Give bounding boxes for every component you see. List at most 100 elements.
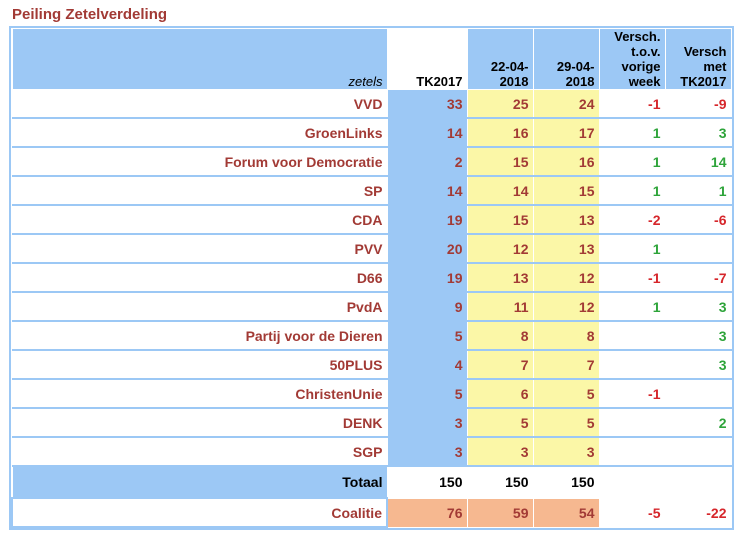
seats-date-2: 15 xyxy=(532,175,600,206)
seats-tk2017: 3 xyxy=(386,436,468,467)
seats-date-1: 11 xyxy=(466,291,534,322)
diff-tk xyxy=(664,436,732,467)
seats-date-1: 16 xyxy=(466,117,534,148)
party-row: Partij voor de Dieren 5 8 8 3 xyxy=(11,320,732,351)
seats-tk2017: 19 xyxy=(386,262,468,293)
diff-tk xyxy=(664,378,732,409)
header-tk2017: TK2017 xyxy=(386,28,468,90)
party-name: SP xyxy=(11,175,388,206)
diff-tk: 3 xyxy=(664,320,732,351)
seats-date-1: 12 xyxy=(466,233,534,264)
party-name: DENK xyxy=(11,407,388,438)
party-name: Forum voor Democratie xyxy=(11,146,388,177)
total-a: 150 xyxy=(466,465,534,499)
seats-date-2: 12 xyxy=(532,262,600,293)
party-row: PVV 20 12 13 1 xyxy=(11,233,732,264)
diff-week: 1 xyxy=(598,117,666,148)
diff-tk: -9 xyxy=(664,89,732,119)
seats-tk2017: 3 xyxy=(386,407,468,438)
coalition-row: Coalitie 76 59 54 -5 -22 xyxy=(11,497,732,528)
party-name: Partij voor de Dieren xyxy=(11,320,388,351)
party-row: DENK 3 5 5 2 xyxy=(11,407,732,438)
total-label: Totaal xyxy=(11,465,388,499)
seats-tk2017: 19 xyxy=(386,204,468,235)
seats-date-1: 15 xyxy=(466,146,534,177)
total-row: Totaal 150 150 150 xyxy=(11,465,732,499)
diff-week: 1 xyxy=(598,146,666,177)
total-dw xyxy=(598,465,666,499)
coalition-label: Coalitie xyxy=(11,497,388,528)
seats-date-1: 8 xyxy=(466,320,534,351)
coalition-a: 59 xyxy=(466,497,534,528)
diff-week: -2 xyxy=(598,204,666,235)
seats-date-1: 15 xyxy=(466,204,534,235)
party-name: CDA xyxy=(11,204,388,235)
header-diff-tk: Versch met TK2017 xyxy=(664,28,732,90)
header-diff-week: Versch. t.o.v. vorige week xyxy=(598,28,666,90)
diff-week: -1 xyxy=(598,378,666,409)
diff-tk: -7 xyxy=(664,262,732,293)
seats-tk2017: 33 xyxy=(386,89,468,119)
seats-date-1: 7 xyxy=(466,349,534,380)
seats-tk2017: 14 xyxy=(386,117,468,148)
seats-date-1: 6 xyxy=(466,378,534,409)
seats-date-2: 13 xyxy=(532,204,600,235)
diff-tk: 1 xyxy=(664,175,732,206)
seats-date-2: 16 xyxy=(532,146,600,177)
total-dt xyxy=(664,465,732,499)
party-name: PVV xyxy=(11,233,388,264)
party-row: D66 19 13 12 -1 -7 xyxy=(11,262,732,293)
party-row: CDA 19 15 13 -2 -6 xyxy=(11,204,732,235)
coalition-dt: -22 xyxy=(664,497,732,528)
header-row: zetels TK2017 22-04-2018 29-04-2018 Vers… xyxy=(11,28,732,90)
diff-tk: 2 xyxy=(664,407,732,438)
party-name: VVD xyxy=(11,89,388,119)
party-row: GroenLinks 14 16 17 1 3 xyxy=(11,117,732,148)
seats-date-2: 12 xyxy=(532,291,600,322)
seats-date-1: 5 xyxy=(466,407,534,438)
seats-tk2017: 4 xyxy=(386,349,468,380)
party-name: PvdA xyxy=(11,291,388,322)
diff-tk: 3 xyxy=(664,291,732,322)
party-row: 50PLUS 4 7 7 3 xyxy=(11,349,732,380)
party-row: VVD 33 25 24 -1 -9 xyxy=(11,89,732,119)
party-name: D66 xyxy=(11,262,388,293)
party-row: Forum voor Democratie 2 15 16 1 14 xyxy=(11,146,732,177)
seats-tk2017: 14 xyxy=(386,175,468,206)
seats-date-2: 13 xyxy=(532,233,600,264)
party-row: SP 14 14 15 1 1 xyxy=(11,175,732,206)
seats-date-2: 7 xyxy=(532,349,600,380)
seats-date-1: 25 xyxy=(466,89,534,119)
diff-tk: 3 xyxy=(664,349,732,380)
seats-date-2: 3 xyxy=(532,436,600,467)
page-title: Peiling Zetelverdeling xyxy=(12,6,168,23)
diff-week: 1 xyxy=(598,175,666,206)
party-name: GroenLinks xyxy=(11,117,388,148)
party-name: 50PLUS xyxy=(11,349,388,380)
diff-week xyxy=(598,436,666,467)
seats-tk2017: 5 xyxy=(386,320,468,351)
diff-week xyxy=(598,349,666,380)
seats-date-2: 5 xyxy=(532,407,600,438)
seats-date-2: 24 xyxy=(532,89,600,119)
coalition-tk: 76 xyxy=(386,497,468,528)
seats-tk2017: 9 xyxy=(386,291,468,322)
diff-week: 1 xyxy=(598,291,666,322)
seats-date-2: 5 xyxy=(532,378,600,409)
total-b: 150 xyxy=(532,465,600,499)
diff-week xyxy=(598,407,666,438)
seats-date-2: 17 xyxy=(532,117,600,148)
party-row: SGP 3 3 3 xyxy=(11,436,732,467)
party-name: ChristenUnie xyxy=(11,378,388,409)
diff-tk: 3 xyxy=(664,117,732,148)
seats-date-1: 13 xyxy=(466,262,534,293)
seats-tk2017: 20 xyxy=(386,233,468,264)
header-date-2: 29-04-2018 xyxy=(532,28,600,90)
diff-tk xyxy=(664,233,732,264)
total-tk: 150 xyxy=(386,465,468,499)
header-zetels: zetels xyxy=(11,28,388,90)
seats-tk2017: 2 xyxy=(386,146,468,177)
header-date-1: 22-04-2018 xyxy=(466,28,534,90)
party-row: PvdA 9 11 12 1 3 xyxy=(11,291,732,322)
party-name: SGP xyxy=(11,436,388,467)
